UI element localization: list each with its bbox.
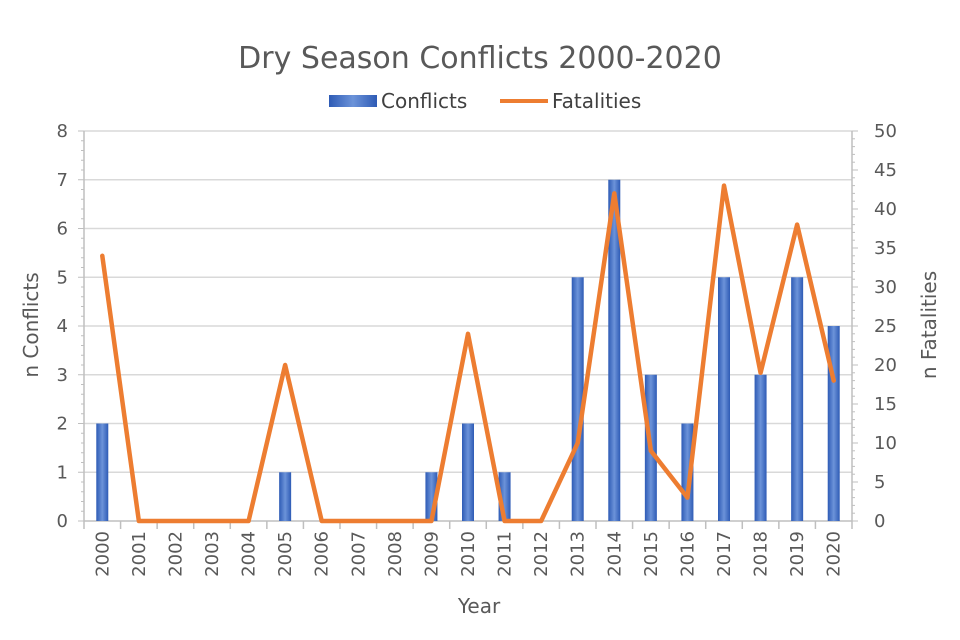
x-tick-label: 2016 [677,531,698,577]
y-tick-label-right: 45 [874,160,897,181]
x-tick-label: 2011 [495,531,516,577]
x-tick-label: 2004 [239,531,260,577]
y-tick-label-left: 7 [57,170,68,191]
y-tick-label-left: 5 [57,267,68,288]
x-tick-label: 2000 [92,531,113,577]
bar-conflicts-2000 [96,423,109,521]
y-tick-label-left: 3 [57,365,68,386]
y-axis-ticks-left: 0 1 2 3 4 5 6 7 8 [57,121,68,532]
y-tick-label-right: 20 [874,355,897,376]
legend: Conflicts Fatalities [329,89,641,113]
y-axis-title-left: n Conflicts [19,272,43,377]
y-axis-ticks-right: 0 5 10 15 20 25 30 35 40 45 50 [874,121,897,532]
x-tick-label: 2015 [641,531,662,577]
x-axis-ticks: 2000 2001 2002 2003 2004 2005 2006 2007 2008 2009… [92,531,844,577]
x-tick-label: 2008 [385,531,406,577]
y-tick-label-right: 10 [874,433,897,454]
y-tick-label-right: 40 [874,199,897,220]
x-tick-label: 2010 [458,531,479,577]
y-tick-label-left: 6 [57,219,68,240]
bar-conflicts-2013 [571,277,584,521]
x-tick-label: 2014 [604,531,625,577]
chart-title: Dry Season Conflicts 2000-2020 [238,41,722,76]
x-tick-label: 2001 [129,531,150,577]
x-tick-label: 2003 [202,531,223,577]
bar-conflicts-2005 [279,472,292,521]
bar-conflicts-2018 [754,374,767,521]
x-tick-label: 2007 [348,531,369,577]
bar-conflicts-2017 [718,277,730,521]
gridlines [84,130,852,473]
legend-swatch-conflicts [329,95,377,107]
line-series-fatalities [100,183,836,524]
x-axis-title: Year [457,594,501,618]
y-tick-label-left: 0 [57,511,68,532]
y-tick-label-right: 0 [874,511,885,532]
x-tick-label: 2006 [312,531,333,577]
y-tick-label-right: 50 [874,121,897,142]
y-tick-label-left: 1 [57,462,68,483]
x-tick-label: 2005 [275,531,296,577]
x-tick-label: 2017 [714,531,735,577]
x-tick-label: 2018 [751,531,772,577]
line-fatalities [100,183,836,524]
y-tick-label-left: 4 [57,316,68,337]
x-tick-label: 2009 [421,531,442,577]
x-tick-label: 2013 [568,531,589,577]
legend-label-conflicts: Conflicts [381,89,467,113]
x-tick-label: 2019 [787,531,808,577]
y-tick-label-left: 2 [57,414,68,435]
legend-label-fatalities: Fatalities [552,89,641,113]
y-tick-label-right: 35 [874,238,897,259]
bar-conflicts-2019 [791,277,804,521]
y-tick-label-right: 25 [874,316,897,337]
y-tick-label-left: 8 [57,121,68,142]
bar-conflicts-2010 [462,423,474,521]
x-tick-label: 2012 [531,531,552,577]
y-tick-label-right: 30 [874,277,897,298]
bar-series-conflicts [96,179,840,521]
x-tick-label: 2020 [824,531,845,577]
bar-conflicts-2014 [608,179,621,521]
y-tick-label-right: 15 [874,394,897,415]
y-axis-title-right: n Fatalities [917,271,941,379]
x-tick-label: 2002 [165,531,186,577]
y-tick-label-right: 5 [874,472,885,493]
